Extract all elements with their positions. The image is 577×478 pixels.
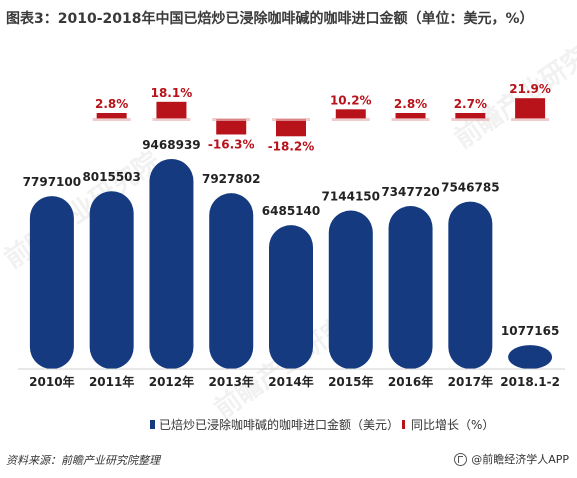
growth-label: 2.7% [454,97,487,111]
x-tick-label: 2013年 [209,374,254,389]
x-axis-ticks: 2010年 2011年 2012年 2013年 2014年 2015年 2016年 2017年… [29,374,560,389]
x-tick-label: 2015年 [328,374,373,389]
amount-bar [388,206,433,369]
amount-bar-label: 8015503 [82,170,140,184]
amount-bar [89,191,134,369]
growth-marker [515,98,546,119]
growth-marker-shadow [331,118,370,121]
x-tick-label: 2012年 [149,374,194,389]
amount-bar [448,201,493,369]
legend: 已焙炒已浸除咖啡碱的咖啡进口金额（美元） 同比增长（%） [0,416,577,436]
growth-marker-shadow [451,118,490,121]
amount-bar-label: 1077165 [501,324,559,338]
growth-marker [335,109,366,119]
amount-bar [328,210,373,369]
growth-label: 10.2% [330,93,372,107]
growth-marker [395,113,426,119]
growth-marker-shadow [212,118,251,121]
growth-marker-shadow [391,118,430,121]
amount-bar [508,345,553,369]
growth-marker [156,101,187,119]
growth-label: 18.1% [151,86,193,100]
amount-bar-label: 7347720 [381,185,439,199]
growth-label: -16.3% [208,137,255,151]
chart-title: 图表3：2010-2018年中国已焙炒已浸除咖啡碱的咖啡进口金额（单位：美元，%… [6,11,534,27]
legend-swatch-amount [150,420,155,429]
legend-item-amount: 已焙炒已浸除咖啡碱的咖啡进口金额（美元） [150,416,399,433]
growth-marker-shadow [511,118,550,121]
legend-label-growth: 同比增长（%） [411,418,495,432]
growth-label: 2.8% [394,97,427,111]
growth-marker [276,119,306,137]
amount-bar [269,225,313,369]
legend-swatch-growth [402,420,405,429]
legend-item-growth: 同比增长（%） [402,416,494,433]
x-tick-label: 2016年 [388,374,433,389]
amount-bar-label: 9468939 [142,138,200,152]
growth-label: 2.8% [95,97,128,111]
x-tick-label: 2011年 [89,374,134,389]
amount-bar-label: 7546785 [441,181,499,195]
x-tick-label: 2014年 [268,374,313,389]
amount-bar [209,193,254,369]
growth-label: 21.9% [509,82,551,96]
growth-marker [216,119,247,135]
growth-series: 2.8% 18.1% -16.3% -18.2% 10.2% 2.8% 2.7% 21.9% [92,82,551,153]
amount-bar-label: 6485140 [262,204,320,218]
amount-bar-label: 7927802 [202,172,260,186]
brand-credit: @前瞻经济学人APP [454,451,569,467]
growth-marker-shadow [92,118,131,121]
brand-label: @前瞻经济学人APP [471,453,569,466]
growth-marker-shadow [272,118,310,121]
x-tick-label: 2017年 [448,374,493,389]
amount-bar [29,196,74,369]
growth-label: -18.2% [268,139,315,153]
growth-marker [96,113,127,119]
growth-marker-shadow [152,118,191,121]
amount-bar-label: 7797100 [23,175,81,189]
amount-bar-label: 7144150 [322,190,380,204]
source-note: 资料来源：前瞻产业研究院整理 [6,454,160,467]
legend-label-amount: 已焙炒已浸除咖啡碱的咖啡进口金额（美元） [159,418,400,432]
x-tick-label: 2010年 [29,374,74,389]
brand-logo-icon [454,452,468,466]
growth-marker [455,113,486,119]
amount-bar [149,159,194,369]
x-tick-label: 2018.1-2 [500,375,560,389]
amount-series: 7797100 8015503 9468939 7927802 648514071441… [23,138,559,369]
